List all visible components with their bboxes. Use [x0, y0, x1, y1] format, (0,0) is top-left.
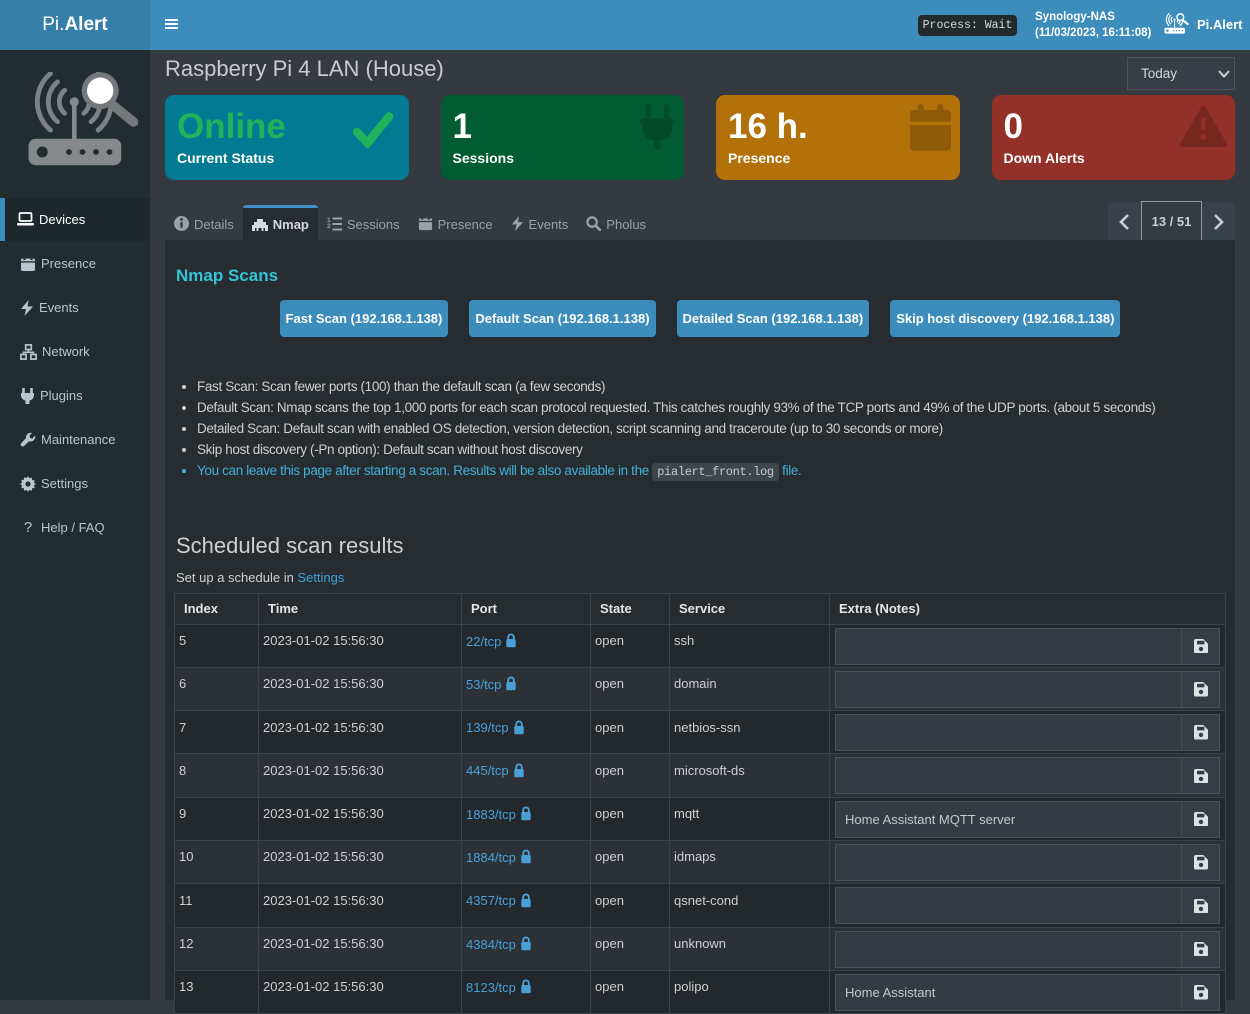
svg-text:1: 1 [327, 217, 331, 224]
svg-text:2: 2 [327, 223, 331, 230]
